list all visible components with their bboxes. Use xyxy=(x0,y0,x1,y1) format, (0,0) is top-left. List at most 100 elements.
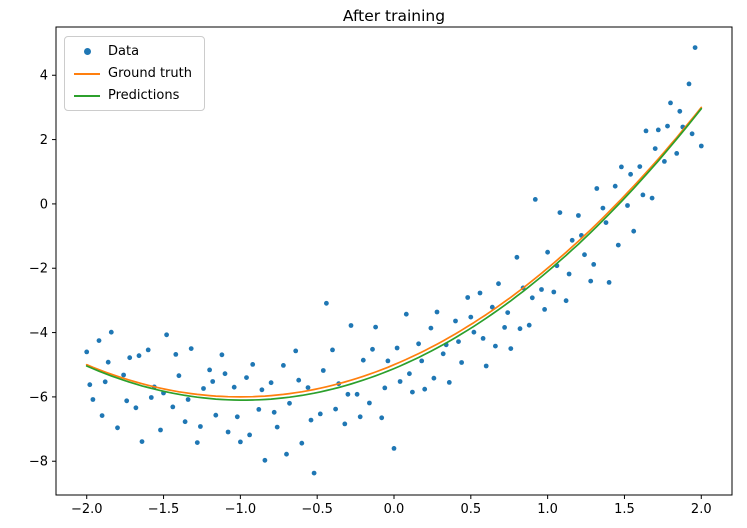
data-point xyxy=(459,360,464,365)
data-point xyxy=(311,470,317,476)
data-point xyxy=(508,346,514,351)
data-point xyxy=(176,373,182,379)
data-point xyxy=(348,323,354,328)
data-point xyxy=(689,131,695,137)
data-point xyxy=(262,457,268,463)
data-point xyxy=(603,220,609,226)
data-point xyxy=(483,363,489,369)
data-point xyxy=(222,371,228,377)
data-point xyxy=(164,332,170,338)
data-point xyxy=(431,375,437,381)
y-tick-label: −4 xyxy=(29,326,48,341)
x-tick-label: 1.0 xyxy=(537,502,558,517)
y-tick-label: −8 xyxy=(29,455,48,470)
data-point xyxy=(293,348,299,354)
data-point xyxy=(582,252,587,258)
legend-label-predictions: Predictions xyxy=(108,88,180,103)
data-point xyxy=(296,377,302,383)
legend-item-ground-truth: Ground truth xyxy=(74,66,192,81)
data-point xyxy=(271,409,277,415)
x-tick-label: −2.0 xyxy=(71,502,103,517)
legend-label-data: Data xyxy=(108,44,140,59)
data-point xyxy=(551,289,557,295)
data-point xyxy=(588,278,594,284)
data-point xyxy=(108,329,114,335)
data-point xyxy=(453,318,458,324)
data-point xyxy=(148,395,154,400)
data-point xyxy=(360,357,366,363)
data-point xyxy=(194,440,200,445)
data-point xyxy=(333,406,338,412)
data-point xyxy=(606,280,612,285)
data-point xyxy=(370,346,375,352)
data-point xyxy=(391,446,397,451)
data-point xyxy=(434,309,440,315)
data-point xyxy=(407,371,412,377)
data-point xyxy=(419,358,425,364)
data-point xyxy=(136,353,142,359)
data-point xyxy=(643,128,649,134)
data-point xyxy=(256,407,262,412)
data-point xyxy=(284,451,289,457)
data-point xyxy=(628,171,633,177)
data-point xyxy=(287,400,292,406)
line-swatch-icon xyxy=(74,94,100,97)
scatter-marker-icon xyxy=(83,48,91,55)
data-point xyxy=(557,210,563,216)
data-point xyxy=(385,358,391,364)
data-point xyxy=(428,325,434,331)
data-point xyxy=(308,417,314,423)
x-tick-label: 1.5 xyxy=(614,502,635,517)
curve-predictions xyxy=(85,107,703,401)
data-point xyxy=(410,389,415,395)
data-point xyxy=(619,164,624,170)
data-point xyxy=(127,355,133,361)
data-point xyxy=(625,203,630,208)
data-point xyxy=(317,411,323,417)
data-point xyxy=(489,304,495,310)
data-point xyxy=(674,151,680,156)
data-point xyxy=(640,192,646,198)
data-point xyxy=(133,405,139,411)
data-point xyxy=(655,127,661,133)
data-point xyxy=(330,347,335,353)
legend-swatch-wrap xyxy=(74,94,100,97)
data-point xyxy=(514,254,520,260)
data-point xyxy=(563,298,569,304)
data-point xyxy=(99,413,105,418)
data-point xyxy=(594,186,600,191)
data-point xyxy=(324,300,329,306)
data-point xyxy=(299,440,305,446)
x-tick-label: −0.5 xyxy=(301,502,333,517)
data-point xyxy=(631,228,637,234)
y-tick-label: 4 xyxy=(40,69,48,84)
data-point xyxy=(213,412,219,418)
data-point xyxy=(612,183,618,189)
legend-swatch-wrap xyxy=(74,72,100,75)
data-point xyxy=(305,385,311,390)
data-point xyxy=(526,322,532,328)
legend-item-predictions: Predictions xyxy=(74,88,192,103)
data-point xyxy=(416,341,421,347)
data-point xyxy=(219,352,225,358)
data-point xyxy=(471,329,477,335)
data-point xyxy=(115,425,120,431)
data-point xyxy=(468,314,474,320)
data-point xyxy=(182,419,188,425)
data-point xyxy=(367,400,372,406)
data-point xyxy=(238,439,243,445)
data-point xyxy=(382,385,388,391)
data-point xyxy=(281,363,286,368)
data-point xyxy=(231,384,237,390)
data-point xyxy=(244,375,249,380)
line-swatch-icon xyxy=(74,72,100,75)
curve-ground-truth xyxy=(85,106,703,398)
data-point xyxy=(698,143,704,149)
data-point xyxy=(662,159,667,164)
data-point xyxy=(517,326,523,332)
data-point xyxy=(139,439,145,444)
data-point xyxy=(502,325,507,330)
data-point xyxy=(274,424,280,430)
data-point xyxy=(247,432,253,438)
data-point xyxy=(545,249,550,255)
